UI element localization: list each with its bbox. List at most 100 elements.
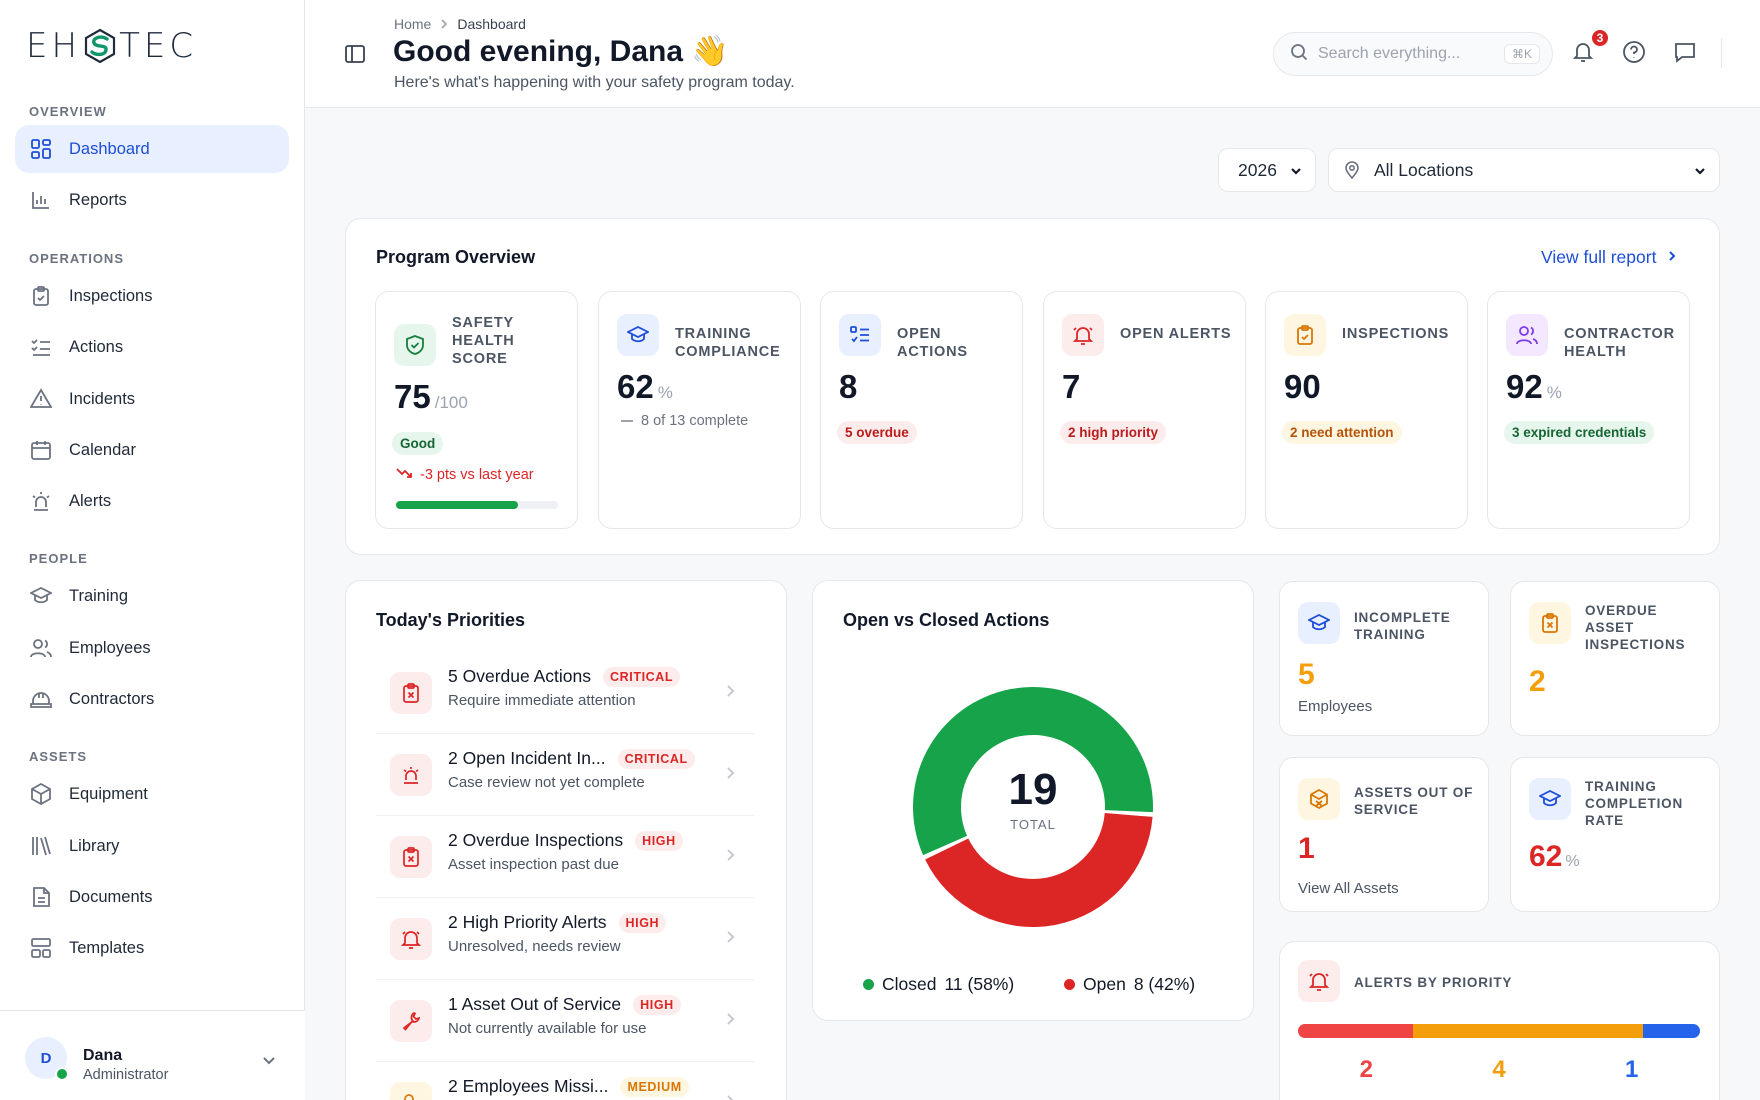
stat-label-line: HEALTH [1564, 344, 1627, 360]
sidebar-item-inspections[interactable]: Inspections [15, 272, 289, 320]
sidebar-item-incidents[interactable]: Incidents [15, 375, 289, 423]
legend-item-closed: Closed 11 (58%) [863, 974, 1014, 995]
priority-tag: HIGH [618, 912, 667, 933]
clipboard-x-icon [390, 672, 432, 714]
view-all-assets-link[interactable]: View All Assets [1298, 880, 1399, 897]
legend-value: 11 (58%) [944, 974, 1015, 994]
legend-item-open: Open 8 (42%) [1064, 974, 1195, 995]
stat-label: CONTRACTOR HEALTH [1564, 325, 1675, 361]
priority-item[interactable]: 2 Employees Missi... MEDIUM [376, 1062, 754, 1100]
warning-triangle-icon [29, 387, 53, 411]
priority-item[interactable]: 5 Overdue Actions CRITICAL Require immedi… [376, 652, 754, 734]
wrench-icon [390, 1000, 432, 1042]
priority-segment-0[interactable] [1298, 1024, 1413, 1038]
chevron-down-icon [1289, 162, 1303, 183]
priority-item[interactable]: 1 Asset Out of Service HIGH Not currently… [376, 980, 754, 1062]
sidebar-toggle-icon[interactable] [343, 42, 367, 71]
stat-label: OPEN ALERTS [1120, 325, 1231, 343]
donut-slice-closed[interactable] [913, 687, 1153, 856]
graduation-cap-icon [1298, 602, 1340, 644]
mini-card-assets-out[interactable]: ASSETS OUT OF SERVICE 1 View All Assets [1279, 757, 1489, 912]
stat-card-inspections[interactable]: INSPECTIONS 90 2 need attention [1265, 291, 1468, 529]
brand-logo[interactable]: EH TEC [26, 26, 197, 66]
priority-title: 1 Asset Out of Service HIGH [448, 994, 681, 1015]
clipboard-x-icon [390, 836, 432, 878]
priority-count-0: 2 [1359, 1056, 1373, 1083]
siren-icon [390, 754, 432, 796]
search-icon [1290, 43, 1308, 66]
chat-message-icon[interactable] [1673, 40, 1697, 69]
priority-segment-1[interactable] [1412, 1024, 1643, 1038]
stat-card-open-actions[interactable]: OPEN ACTIONS 8 5 overdue [820, 291, 1023, 529]
search-box[interactable]: ⌘K [1273, 32, 1553, 76]
mini-card-training-rate[interactable]: TRAINING COMPLETION RATE 62% [1510, 757, 1720, 912]
stat-label: OPEN ACTIONS [897, 325, 968, 361]
score-progress-track [396, 501, 558, 509]
location-select[interactable]: All Locations [1328, 148, 1720, 192]
sidebar-item-equipment[interactable]: Equipment [15, 770, 289, 818]
stat-label-line: OPEN [897, 326, 942, 342]
search-input[interactable] [1318, 45, 1488, 63]
bell-icon[interactable] [1571, 40, 1595, 69]
chart-title: Open vs Closed Actions [843, 610, 1050, 630]
location-select-value: All Locations [1374, 159, 1474, 180]
donut-chart [913, 687, 1153, 927]
stat-value: 92% [1506, 368, 1562, 406]
sidebar-item-templates[interactable]: Templates [15, 924, 289, 972]
sidebar-item-documents[interactable]: Documents [15, 873, 289, 921]
help-icon[interactable] [1622, 40, 1646, 69]
stat-card-training-compliance[interactable]: TRAINING COMPLIANCE 62% 8 of 13 complete [598, 291, 801, 529]
mini-label: ASSETS OUT OF SERVICE [1354, 784, 1473, 818]
avatar: D [25, 1037, 69, 1081]
chevron-right-icon [726, 766, 736, 785]
trend-text: -3 pts vs last year [420, 467, 534, 483]
alarm-bell-icon [390, 918, 432, 960]
nav-section-operations: OPERATIONS [29, 251, 124, 266]
sidebar-item-actions[interactable]: Actions [15, 323, 289, 371]
priority-item[interactable]: 2 Open Incident In... CRITICAL Case revie… [376, 734, 754, 816]
stat-card-open-alerts[interactable]: OPEN ALERTS 7 2 high priority [1043, 291, 1246, 529]
chevron-down-icon[interactable] [261, 1052, 277, 1073]
priorities-title: Today's Priorities [376, 610, 525, 630]
breadcrumb-home[interactable]: Home [394, 16, 432, 32]
mini-card-incomplete-training[interactable]: INCOMPLETE TRAINING 5 Employees [1279, 581, 1489, 736]
donut-slice-open[interactable] [925, 812, 1153, 927]
stat-card-safety-health[interactable]: SAFETY HEALTH SCORE 75/100 Good -3 pts v… [375, 291, 578, 529]
sidebar-item-library[interactable]: Library [15, 822, 289, 870]
mini-value: 2 [1529, 665, 1546, 698]
sidebar-item-label: Documents [69, 887, 153, 906]
sidebar-item-reports[interactable]: Reports [15, 176, 289, 224]
sidebar-item-dashboard[interactable]: Dashboard [15, 125, 289, 173]
priority-segment-2[interactable] [1642, 1024, 1700, 1038]
priority-tag: HIGH [635, 830, 683, 851]
mini-value: 1 [1298, 832, 1315, 865]
sidebar-item-label: Training [69, 586, 128, 605]
donut-center-value: 19 [1008, 765, 1058, 814]
priority-item[interactable]: 2 Overdue Inspections HIGH Asset inspecti… [376, 816, 754, 898]
stat-value: 90 [1284, 368, 1321, 405]
stat-label-line: CONTRACTOR [1564, 326, 1675, 342]
priority-values: 2 4 1 [1298, 1056, 1700, 1086]
siren-icon [29, 489, 53, 513]
priority-tag: MEDIUM [620, 1076, 689, 1097]
library-books-icon [29, 834, 53, 858]
document-icon [29, 885, 53, 909]
user-warning-icon [390, 1082, 432, 1100]
sidebar-item-contractors[interactable]: Contractors [15, 675, 289, 723]
mini-card-overdue-asset[interactable]: OVERDUE ASSET INSPECTIONS 2 [1510, 581, 1720, 736]
priority-tag: CRITICAL [603, 666, 681, 687]
sidebar-item-calendar[interactable]: Calendar [15, 426, 289, 474]
sidebar-item-employees[interactable]: Employees [15, 624, 289, 672]
user-profile[interactable]: D Dana Administrator [0, 1010, 305, 1100]
clipboard-check-icon [1284, 314, 1326, 356]
mini-label-line: ASSET [1585, 620, 1635, 635]
legend-swatch [1064, 979, 1075, 990]
sidebar-item-training[interactable]: Training [15, 572, 289, 620]
view-full-report-link[interactable]: View full report [1541, 247, 1678, 268]
sidebar-item-alerts[interactable]: Alerts [15, 477, 289, 525]
stat-card-contractor-health[interactable]: CONTRACTOR HEALTH 92% 3 expired credenti… [1487, 291, 1690, 529]
priority-item[interactable]: 2 High Priority Alerts HIGH Unresolved, n… [376, 898, 754, 980]
year-select[interactable]: 2026 [1218, 148, 1316, 192]
nav-section-people: PEOPLE [29, 551, 88, 566]
clipboard-x-icon [1529, 602, 1571, 644]
